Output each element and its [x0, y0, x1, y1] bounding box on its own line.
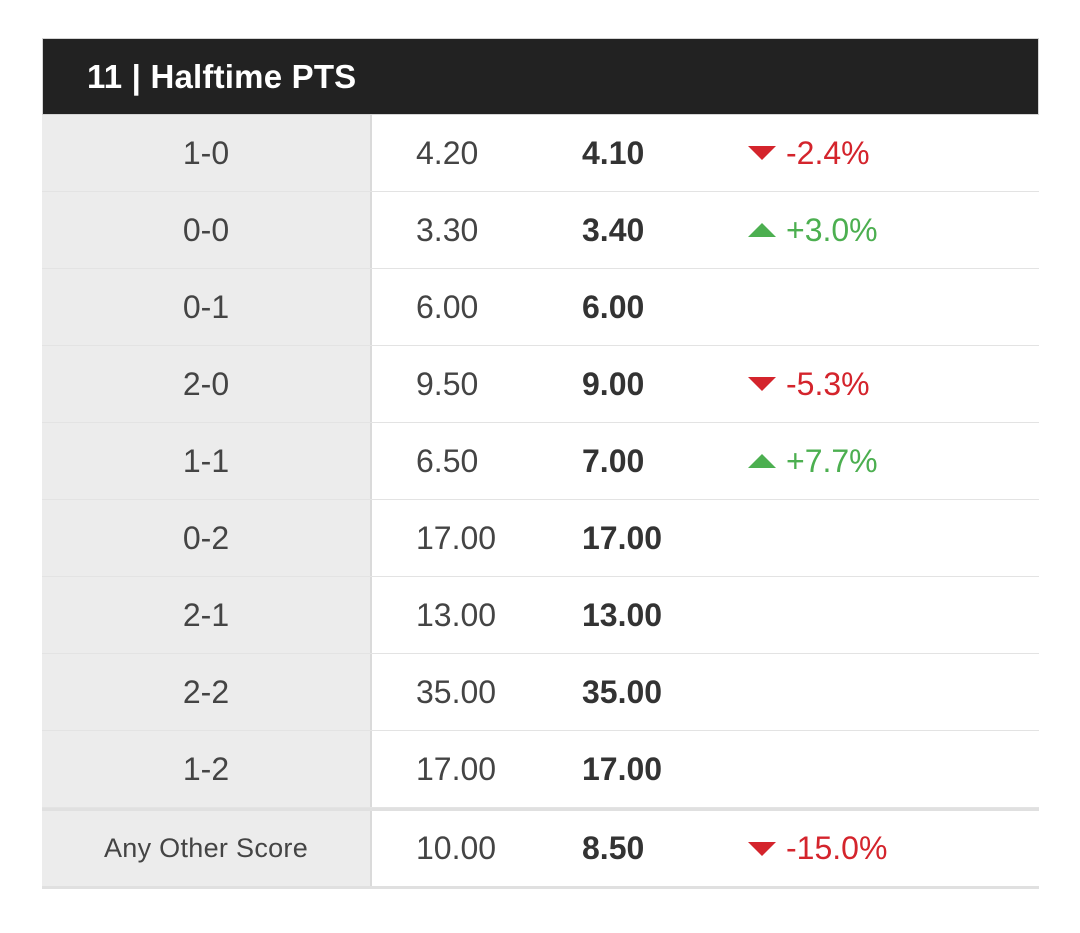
- current-odds[interactable]: 9.00: [582, 365, 645, 402]
- previous-odds: 13.00: [416, 596, 497, 633]
- arrow-down-icon: [748, 377, 776, 391]
- previous-odds: 6.50: [416, 442, 479, 479]
- odds-cell[interactable]: 9.50 9.00 -5.3%: [372, 346, 1039, 422]
- current-odds[interactable]: 8.50: [582, 830, 645, 866]
- previous-odds: 4.20: [416, 134, 479, 171]
- odds-change: -5.3%: [748, 346, 870, 422]
- market-title: 11 | Halftime PTS: [87, 57, 357, 95]
- previous-odds: 35.00: [416, 673, 497, 710]
- odds-change: -15.0%: [748, 811, 887, 886]
- score-label: 0-1: [42, 269, 372, 345]
- arrow-up-icon: [748, 454, 776, 468]
- current-odds[interactable]: 17.00: [582, 519, 663, 556]
- score-label: 2-0: [42, 346, 372, 422]
- current-odds[interactable]: 4.10: [582, 134, 645, 171]
- previous-odds: 9.50: [416, 365, 479, 402]
- odds-row[interactable]: 1-0 4.20 4.10 -2.4%: [42, 115, 1039, 192]
- previous-odds: 17.00: [416, 519, 497, 556]
- previous-odds: 17.00: [416, 750, 497, 787]
- market-header[interactable]: 11 | Halftime PTS: [42, 38, 1039, 115]
- score-label: 2-2: [42, 654, 372, 730]
- odds-cell[interactable]: 4.20 4.10 -2.4%: [372, 115, 1039, 191]
- current-odds[interactable]: 3.40: [582, 211, 645, 248]
- arrow-down-icon: [748, 146, 776, 160]
- odds-change-percent: +7.7%: [786, 442, 878, 479]
- odds-row[interactable]: 0-2 17.00 17.00: [42, 500, 1039, 577]
- odds-row[interactable]: 2-2 35.00 35.00: [42, 654, 1039, 731]
- score-label: Any Other Score: [42, 811, 372, 886]
- odds-panel: 11 | Halftime PTS 1-0 4.20 4.10 -2.4% 0-0 3.3…: [42, 38, 1039, 889]
- odds-change: +3.0%: [748, 192, 878, 268]
- odds-change: -2.4%: [748, 115, 870, 191]
- arrow-down-icon: [748, 841, 776, 856]
- odds-cell[interactable]: 13.00 13.00: [372, 577, 1039, 653]
- previous-odds: 6.00: [416, 288, 479, 325]
- odds-row[interactable]: 2-1 13.00 13.00: [42, 577, 1039, 654]
- odds-row[interactable]: Any Other Score 10.00 8.50 -15.0%: [42, 808, 1039, 889]
- odds-change-percent: -2.4%: [786, 134, 870, 171]
- score-label: 1-1: [42, 423, 372, 499]
- odds-cell[interactable]: 6.00 6.00: [372, 269, 1039, 345]
- odds-change-percent: +3.0%: [786, 211, 878, 248]
- arrow-up-icon: [748, 223, 776, 237]
- odds-change: +7.7%: [748, 423, 878, 499]
- score-label: 1-2: [42, 731, 372, 807]
- odds-row[interactable]: 1-2 17.00 17.00: [42, 731, 1039, 808]
- odds-cell[interactable]: 35.00 35.00: [372, 654, 1039, 730]
- current-odds[interactable]: 17.00: [582, 750, 663, 787]
- odds-row[interactable]: 0-1 6.00 6.00: [42, 269, 1039, 346]
- current-odds[interactable]: 7.00: [582, 442, 645, 479]
- current-odds[interactable]: 13.00: [582, 596, 663, 633]
- score-label: 0-0: [42, 192, 372, 268]
- current-odds[interactable]: 6.00: [582, 288, 645, 325]
- odds-change-percent: -15.0%: [786, 830, 888, 866]
- odds-cell[interactable]: 10.00 8.50 -15.0%: [372, 811, 1039, 886]
- odds-cell[interactable]: 17.00 17.00: [372, 731, 1039, 807]
- odds-cell[interactable]: 6.50 7.00 +7.7%: [372, 423, 1039, 499]
- score-label: 1-0: [42, 115, 372, 191]
- odds-change-percent: -5.3%: [786, 365, 870, 402]
- score-label: 0-2: [42, 500, 372, 576]
- odds-table: 1-0 4.20 4.10 -2.4% 0-0 3.30 3.40 +3.0% 0-1 6.00 6…: [42, 115, 1039, 889]
- odds-row[interactable]: 1-1 6.50 7.00 +7.7%: [42, 423, 1039, 500]
- previous-odds: 10.00: [416, 830, 497, 866]
- odds-cell[interactable]: 17.00 17.00: [372, 500, 1039, 576]
- odds-cell[interactable]: 3.30 3.40 +3.0%: [372, 192, 1039, 268]
- odds-row[interactable]: 2-0 9.50 9.00 -5.3%: [42, 346, 1039, 423]
- previous-odds: 3.30: [416, 211, 479, 248]
- score-label: 2-1: [42, 577, 372, 653]
- odds-row[interactable]: 0-0 3.30 3.40 +3.0%: [42, 192, 1039, 269]
- current-odds[interactable]: 35.00: [582, 673, 663, 710]
